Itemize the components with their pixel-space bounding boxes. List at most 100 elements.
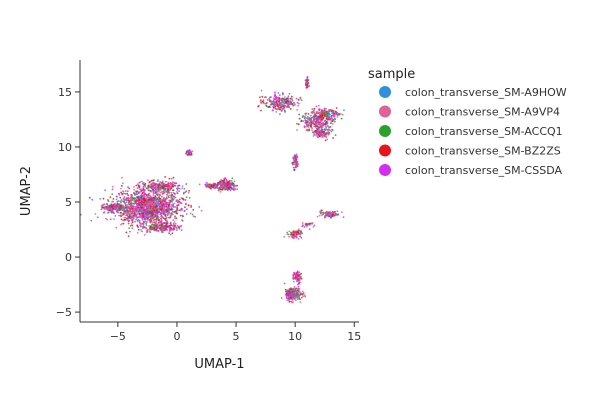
- data-point: [304, 79, 307, 82]
- data-point: [143, 199, 146, 201]
- data-point: [167, 196, 170, 199]
- data-point: [274, 93, 276, 96]
- data-point: [133, 217, 135, 220]
- data-point: [178, 225, 181, 228]
- data-point: [175, 200, 178, 203]
- data-point: [185, 183, 188, 186]
- data-point: [125, 210, 127, 213]
- data-point: [288, 297, 291, 300]
- data-point: [167, 184, 169, 187]
- data-point: [179, 202, 182, 204]
- data-point: [302, 292, 305, 294]
- data-point: [330, 116, 333, 119]
- data-point: [129, 217, 132, 220]
- data-point: [152, 194, 155, 196]
- data-point: [121, 182, 124, 185]
- data-point: [127, 186, 129, 189]
- data-point: [304, 114, 307, 116]
- data-point: [107, 208, 110, 211]
- data-point: [143, 203, 146, 205]
- data-point: [152, 221, 154, 224]
- data-point: [148, 208, 150, 211]
- data-point: [304, 119, 307, 122]
- data-point: [297, 123, 300, 126]
- data-point: [134, 202, 136, 205]
- data-point: [162, 217, 165, 220]
- data-point: [219, 180, 222, 183]
- data-point: [331, 120, 334, 122]
- data-point: [146, 231, 148, 234]
- data-point: [158, 193, 161, 196]
- data-point: [159, 184, 161, 187]
- axes: −5 0 5 10 15 −5 0 5 10 15 UMAP-1 UMAP-2: [19, 60, 361, 372]
- data-point: [160, 225, 163, 228]
- y-axis-ticks: −5 0 5 10 15: [56, 86, 80, 319]
- data-point: [189, 212, 192, 215]
- data-point: [174, 215, 176, 218]
- data-point: [227, 181, 230, 184]
- data-point: [180, 224, 183, 227]
- data-point: [212, 184, 215, 187]
- data-point: [139, 204, 142, 206]
- data-point: [109, 204, 112, 207]
- data-point: [177, 185, 179, 188]
- data-point: [111, 185, 114, 188]
- data-point: [157, 219, 160, 222]
- data-point: [204, 183, 207, 186]
- data-point: [114, 215, 117, 217]
- data-point: [288, 105, 290, 108]
- data-point: [128, 203, 130, 206]
- data-point: [330, 130, 333, 133]
- data-point: [271, 102, 274, 105]
- data-point: [300, 296, 303, 299]
- data-point: [147, 218, 149, 221]
- data-point: [154, 205, 157, 208]
- data-point: [210, 187, 212, 190]
- data-point: [124, 204, 127, 207]
- data-point: [162, 187, 165, 190]
- data-point: [271, 100, 274, 103]
- data-point: [299, 298, 301, 301]
- x-tick-label: 0: [173, 330, 180, 343]
- x-tick-label: −5: [110, 330, 126, 343]
- data-point: [292, 156, 294, 159]
- data-point: [175, 226, 178, 229]
- data-point: [236, 188, 239, 191]
- data-point: [184, 191, 187, 194]
- data-point: [179, 209, 181, 212]
- data-point: [141, 191, 144, 194]
- data-point: [164, 188, 167, 190]
- data-point: [334, 213, 336, 216]
- data-point: [316, 112, 319, 115]
- data-point: [139, 205, 142, 208]
- legend-label: colon_transverse_SM-CSSDA: [405, 164, 562, 177]
- data-point: [291, 232, 294, 234]
- data-point: [156, 197, 159, 200]
- data-point: [300, 293, 302, 295]
- data-point: [295, 158, 298, 160]
- data-point: [294, 275, 297, 277]
- data-point: [165, 197, 168, 200]
- data-point: [283, 102, 285, 104]
- data-point: [143, 234, 146, 236]
- data-point: [167, 226, 170, 229]
- data-point: [123, 198, 125, 201]
- data-point: [119, 200, 122, 203]
- data-point: [126, 210, 129, 213]
- data-point: [125, 206, 128, 209]
- data-point: [158, 206, 161, 208]
- data-point: [127, 194, 130, 197]
- data-point: [147, 196, 149, 199]
- data-point: [295, 164, 298, 166]
- data-point: [298, 290, 301, 292]
- data-point: [147, 204, 150, 207]
- data-point: [150, 197, 153, 200]
- data-point: [292, 276, 295, 278]
- data-point: [232, 184, 235, 187]
- data-point: [135, 190, 138, 193]
- data-point: [326, 210, 328, 213]
- data-point: [136, 219, 139, 222]
- data-point: [169, 202, 172, 204]
- data-point: [159, 228, 162, 231]
- data-point: [297, 274, 300, 277]
